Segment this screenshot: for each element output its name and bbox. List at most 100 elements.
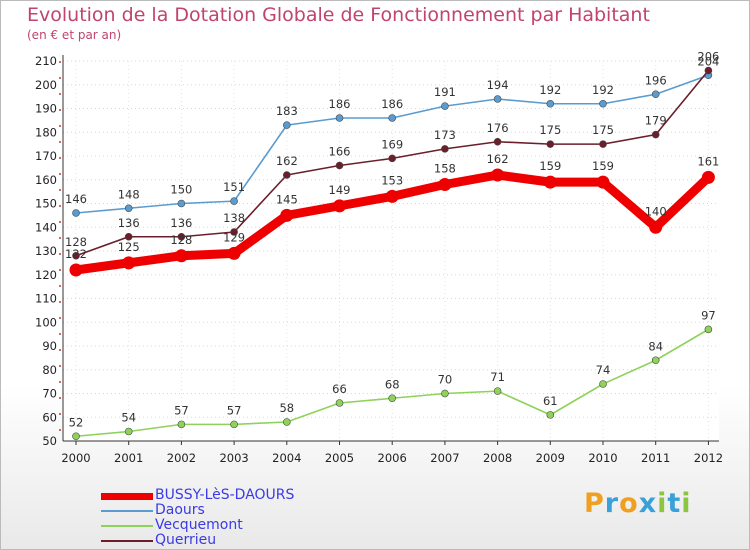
x-tick-label: 2012: [694, 451, 723, 465]
data-label: 71: [490, 370, 505, 384]
data-label: 52: [69, 415, 84, 429]
chart-subtitle: (en € et par an): [27, 28, 122, 42]
y-tick-label: 90: [42, 339, 57, 353]
data-label: 162: [487, 152, 509, 166]
legend-label: Daours: [155, 502, 205, 518]
data-point: [493, 95, 502, 103]
y-tick-label: 200: [35, 78, 57, 92]
data-point: [441, 145, 449, 153]
data-label: 145: [276, 192, 298, 206]
y-tick-label: 170: [35, 149, 57, 163]
data-point: [385, 189, 399, 203]
data-point: [227, 246, 241, 260]
legend-label: Vecquemont: [155, 517, 243, 533]
data-label: 97: [701, 308, 716, 322]
proxiti-logo: Proxiti: [584, 488, 692, 519]
logo-letter: i: [681, 488, 692, 519]
data-point: [335, 161, 344, 170]
data-point: [280, 208, 294, 222]
x-tick-label: 2006: [378, 451, 407, 465]
data-label: 153: [381, 173, 403, 187]
legend-swatch: [101, 525, 153, 527]
data-point: [704, 325, 713, 334]
data-point: [651, 130, 660, 139]
data-point: [388, 154, 397, 163]
data-label: 159: [592, 159, 614, 173]
x-tick-label: 2001: [114, 451, 143, 465]
data-point: [177, 199, 186, 208]
data-label: 175: [539, 123, 561, 137]
data-point: [124, 427, 133, 436]
data-point: [599, 99, 607, 108]
logo-letter: P: [584, 488, 605, 519]
data-point: [599, 140, 607, 148]
data-label: 196: [645, 73, 667, 87]
data-point: [333, 199, 346, 213]
data-label: 128: [170, 233, 192, 247]
data-point: [546, 140, 555, 148]
data-label: 58: [279, 401, 294, 415]
y-tick-label: 190: [35, 102, 57, 116]
data-label: 186: [329, 97, 351, 111]
y-tick-label: 70: [42, 387, 57, 401]
data-label: 159: [539, 159, 561, 173]
data-point: [230, 197, 238, 205]
data-label: 175: [592, 123, 614, 137]
legend-label: BUSSY-LèS-DAOURS: [155, 487, 295, 503]
legend-label: Querrieu: [155, 532, 217, 548]
data-label: 84: [648, 339, 663, 353]
data-label: 128: [65, 235, 87, 249]
data-label: 162: [276, 154, 298, 168]
data-point: [282, 418, 291, 426]
data-point: [493, 137, 502, 146]
data-point: [441, 389, 449, 398]
data-label: 179: [645, 114, 667, 128]
data-point: [493, 387, 502, 395]
data-point: [546, 99, 555, 108]
legend-swatch: [101, 492, 153, 500]
data-point: [174, 249, 188, 263]
logo-letter: x: [638, 488, 658, 519]
data-label: 161: [697, 154, 719, 168]
data-point: [282, 121, 291, 129]
y-tick-label: 100: [35, 315, 57, 329]
data-label: 204: [697, 54, 719, 68]
data-label: 146: [65, 192, 87, 206]
data-label: 176: [487, 121, 509, 135]
y-tick-label: 130: [35, 244, 57, 258]
data-label: 66: [332, 382, 347, 396]
legend-swatch: [101, 540, 153, 542]
data-point: [649, 220, 663, 234]
data-label: 186: [381, 97, 403, 111]
data-point: [441, 102, 449, 110]
data-point: [651, 356, 660, 365]
y-tick-label: 140: [35, 220, 57, 234]
y-tick-label: 60: [42, 410, 57, 424]
data-label: 194: [487, 78, 509, 92]
data-point: [543, 175, 557, 189]
y-tick-label: 120: [35, 268, 57, 282]
data-label: 183: [276, 104, 298, 118]
data-point: [546, 411, 555, 419]
data-point: [596, 175, 610, 189]
data-label: 192: [592, 83, 614, 97]
logo-letter: i: [657, 488, 668, 519]
y-tick-label: 150: [35, 197, 57, 211]
data-label: 57: [174, 403, 189, 417]
logo-letter: o: [619, 488, 639, 519]
data-point: [177, 232, 186, 241]
y-tick-label: 50: [42, 434, 57, 448]
data-label: 173: [434, 128, 456, 142]
data-point: [72, 432, 80, 441]
data-point: [651, 90, 660, 99]
data-point: [491, 168, 505, 182]
data-point: [69, 263, 83, 277]
x-tick-label: 2009: [536, 451, 565, 465]
y-tick-label: 80: [42, 363, 57, 377]
data-label: 136: [118, 216, 140, 230]
data-label: 61: [543, 394, 558, 408]
data-label: 70: [438, 373, 453, 387]
data-point: [124, 204, 133, 213]
x-tick-label: 2002: [167, 451, 196, 465]
